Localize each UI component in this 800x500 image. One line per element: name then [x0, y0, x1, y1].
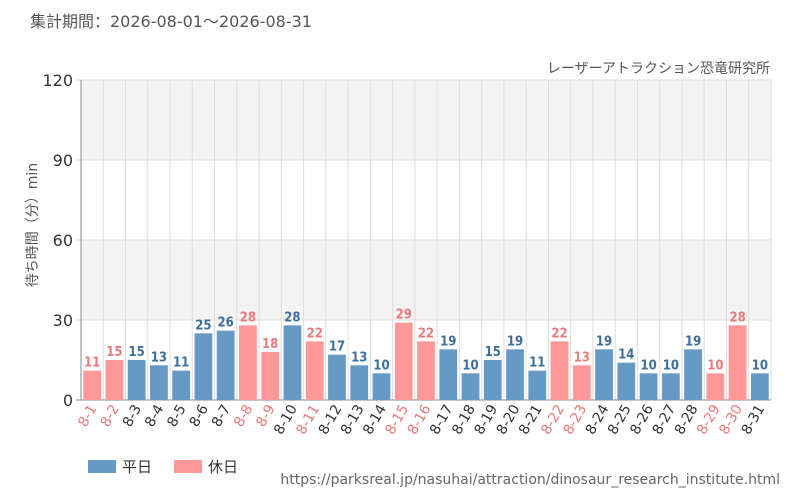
legend-swatch-weekday — [88, 460, 116, 473]
bar-8-21 — [528, 370, 547, 400]
value-label-8-18: 10 — [462, 358, 478, 373]
bar-8-15 — [394, 322, 413, 400]
value-label-8-7: 26 — [218, 316, 234, 331]
grid-band — [81, 240, 771, 320]
bar-8-11 — [305, 341, 324, 400]
x-tick-label-8-3: 8-3 — [120, 402, 145, 430]
bar-8-14 — [372, 373, 391, 400]
legend-swatch-holiday — [174, 460, 203, 473]
bar-8-6 — [194, 333, 213, 400]
value-label-8-15: 29 — [396, 308, 412, 323]
value-label-8-14: 10 — [373, 358, 389, 373]
value-label-8-8: 28 — [240, 310, 256, 325]
bar-8-22 — [550, 341, 569, 400]
value-label-8-27: 10 — [663, 358, 679, 373]
bar-8-9 — [261, 352, 280, 400]
value-label-8-4: 13 — [151, 350, 167, 365]
bar-8-5 — [172, 370, 191, 400]
bar-8-13 — [350, 365, 369, 400]
value-label-8-9: 18 — [262, 337, 278, 352]
bar-8-25 — [617, 362, 636, 400]
bar-8-20 — [506, 349, 524, 400]
bar-8-2 — [105, 360, 124, 400]
bar-8-8 — [239, 325, 257, 400]
bar-8-17 — [439, 349, 458, 400]
value-label-8-16: 22 — [418, 326, 434, 341]
bar-8-29 — [706, 373, 725, 400]
bar-8-10 — [283, 325, 302, 400]
legend-label-holiday: 休日 — [208, 458, 239, 476]
y-tick-label: 60 — [53, 231, 73, 250]
value-label-8-6: 25 — [195, 318, 211, 333]
x-tick-label-8-5: 8-5 — [164, 402, 189, 430]
value-label-8-3: 15 — [129, 345, 145, 360]
y-tick-label: 90 — [53, 151, 73, 170]
x-tick-label-8-2: 8-2 — [98, 402, 123, 430]
value-label-8-2: 15 — [106, 345, 122, 360]
bar-8-31 — [750, 373, 769, 400]
value-label-8-23: 13 — [574, 350, 590, 365]
value-label-8-5: 11 — [173, 356, 189, 371]
value-label-8-17: 19 — [440, 334, 456, 349]
source-url: https://parksreal.jp/nasuhai/attraction/… — [280, 472, 780, 488]
bar-8-18 — [461, 373, 480, 400]
bar-8-7 — [216, 330, 235, 400]
bar-8-3 — [127, 360, 146, 400]
value-label-8-31: 10 — [752, 358, 768, 373]
bar-8-16 — [417, 341, 435, 400]
bar-8-19 — [483, 360, 502, 400]
y-tick-label: 30 — [53, 311, 73, 330]
grid-band — [81, 80, 771, 160]
legend-label-weekday: 平日 — [122, 458, 153, 476]
x-tick-label-8-1: 8-1 — [75, 402, 100, 430]
bar-8-4 — [150, 365, 168, 400]
value-label-8-30: 28 — [729, 310, 745, 325]
bar-8-27 — [661, 373, 680, 400]
wait-time-bar-chart: 0 30 60 90 120 11 8-1 15 8-2 15 8-3 13 8-4 11 8-5 25 8-6… — [42, 71, 772, 438]
value-label-8-28: 19 — [685, 334, 701, 349]
facility-name: レーザーアトラクション恐竜研究所 — [546, 61, 770, 77]
value-label-8-22: 22 — [551, 326, 567, 341]
legend-item-weekday: 平日 — [88, 456, 152, 477]
period-label: 集計期間：2026-08-01～2026-08-31 — [30, 12, 312, 31]
value-label-8-25: 14 — [618, 348, 634, 363]
value-label-8-19: 15 — [485, 345, 501, 360]
x-tick-label-8-8: 8-8 — [231, 402, 256, 430]
value-label-8-20: 19 — [507, 334, 523, 349]
legend: 平日 休日 — [88, 456, 238, 477]
bar-8-30 — [728, 325, 747, 400]
x-tick-label-8-6: 8-6 — [187, 402, 212, 430]
y-tick-label: 120 — [42, 71, 73, 90]
value-label-8-13: 13 — [351, 350, 367, 365]
legend-item-holiday: 休日 — [174, 456, 238, 477]
value-label-8-24: 19 — [596, 334, 612, 349]
bar-8-12 — [328, 354, 346, 400]
value-label-8-21: 11 — [529, 356, 545, 371]
y-tick-label: 0 — [63, 391, 73, 410]
x-tick-label-8-31: 8-31 — [739, 402, 769, 438]
value-label-8-10: 28 — [284, 310, 300, 325]
value-label-8-29: 10 — [707, 358, 723, 373]
bar-8-28 — [684, 349, 702, 400]
x-tick-label-8-7: 8-7 — [209, 402, 234, 430]
value-label-8-11: 22 — [307, 326, 323, 341]
bar-8-24 — [595, 349, 613, 400]
x-tick-label-8-4: 8-4 — [142, 402, 167, 430]
bar-8-26 — [639, 373, 658, 400]
value-label-8-1: 11 — [84, 356, 100, 371]
bar-8-23 — [572, 365, 591, 400]
bar-8-1 — [83, 370, 102, 400]
value-label-8-26: 10 — [640, 358, 656, 373]
value-label-8-12: 17 — [329, 340, 345, 355]
